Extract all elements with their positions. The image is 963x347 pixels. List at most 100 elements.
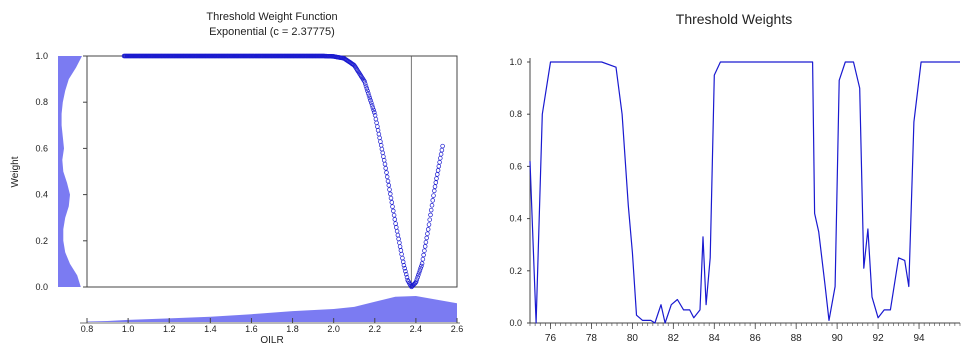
chart1-point bbox=[432, 184, 438, 189]
chart1-point bbox=[378, 143, 384, 148]
chart1-y-tick-label: 0.2 bbox=[35, 236, 48, 246]
chart1-y-axis-label: Weight bbox=[10, 156, 21, 187]
chart1-point bbox=[391, 208, 396, 214]
chart1-weight-points bbox=[121, 53, 445, 290]
chart1-point bbox=[384, 174, 390, 180]
chart1-x-tick-label: 1.0 bbox=[122, 324, 135, 334]
chart1-point bbox=[370, 105, 376, 110]
chart1-point bbox=[375, 124, 380, 129]
chart1-point bbox=[356, 69, 361, 75]
chart1-point bbox=[403, 272, 409, 277]
chart1-point bbox=[424, 235, 429, 241]
chart1-y-marginal-density bbox=[58, 56, 82, 287]
chart1-point bbox=[411, 282, 417, 287]
chart1-point bbox=[389, 200, 395, 205]
chart1-point bbox=[423, 239, 429, 245]
chart1-point bbox=[381, 154, 386, 159]
chart2-x-tick-label: 82 bbox=[668, 333, 680, 344]
threshold-weights-chart: Threshold Weights 0.00.20.40.60.81.0 76 7… bbox=[509, 11, 961, 344]
chart1-point bbox=[394, 228, 400, 234]
chart1-point bbox=[396, 236, 401, 242]
chart1-point bbox=[393, 221, 398, 226]
chart1-subtitle: Exponential (c = 2.37775) bbox=[209, 26, 335, 38]
chart1-x-tick-label: 0.8 bbox=[81, 324, 94, 334]
chart1-x-ticks: 0.8 1.0 1.2 1.4 1.6 1.8 2.0 2.2 2.4 2.6 bbox=[80, 318, 463, 334]
chart1-point bbox=[378, 139, 383, 144]
chart1-point bbox=[437, 160, 442, 165]
chart2-title: Threshold Weights bbox=[676, 11, 792, 27]
chart1-point bbox=[438, 151, 444, 157]
chart2-x-tick-label: 84 bbox=[709, 333, 721, 344]
chart1-point bbox=[400, 255, 405, 261]
chart1-x-tick-label: 2.0 bbox=[327, 324, 340, 334]
chart1-title: Threshold Weight Function bbox=[206, 11, 337, 23]
chart2-series-line bbox=[529, 61, 960, 324]
chart1-point bbox=[397, 240, 402, 245]
chart1-point bbox=[428, 207, 434, 213]
chart1-point bbox=[432, 188, 437, 194]
chart1-x-tick-label: 2.2 bbox=[369, 324, 382, 334]
chart1-point bbox=[418, 265, 423, 271]
chart1-point bbox=[394, 225, 399, 230]
chart2-y-ticks: 0.0 0.2 0.4 0.6 0.8 1.0 bbox=[509, 57, 530, 328]
chart1-point bbox=[435, 172, 440, 177]
chart1-point bbox=[362, 81, 368, 86]
chart1-x-tick-label: 1.8 bbox=[286, 324, 299, 334]
chart1-point bbox=[386, 183, 392, 188]
chart1-point bbox=[434, 176, 439, 181]
chart1-point bbox=[439, 147, 445, 153]
chart1-y-tick-label: 0.8 bbox=[35, 97, 48, 107]
chart1-point bbox=[371, 107, 376, 113]
chart1-point bbox=[425, 231, 430, 236]
chart1-point bbox=[410, 283, 416, 288]
chart1-point bbox=[395, 232, 401, 238]
chart1-point bbox=[368, 98, 373, 103]
chart2-y-tick-label: 1.0 bbox=[509, 57, 522, 67]
chart1-point bbox=[353, 65, 359, 71]
chart1-point bbox=[365, 88, 370, 94]
chart1-point bbox=[413, 279, 419, 285]
chart1-y-tick-label: 0.4 bbox=[35, 190, 48, 200]
chart1-point bbox=[431, 193, 436, 198]
chart1-point bbox=[391, 212, 397, 218]
chart2-x-ticks: 76 78 80 82 84 86 88 90 92 94 bbox=[529, 323, 961, 344]
chart1-point bbox=[382, 161, 388, 167]
chart1-point bbox=[379, 146, 385, 152]
chart2-x-tick-label: 88 bbox=[791, 333, 803, 344]
chart1-point bbox=[350, 62, 356, 67]
chart2-x-tick-label: 94 bbox=[913, 333, 925, 344]
chart1-y-density-area bbox=[58, 56, 82, 287]
chart1-point bbox=[414, 277, 420, 282]
chart1-point bbox=[419, 261, 425, 266]
chart2-y-tick-label: 0.4 bbox=[509, 214, 522, 224]
chart1-y-tick-label: 1.0 bbox=[35, 51, 48, 61]
chart1-point bbox=[416, 272, 421, 278]
chart1-point bbox=[373, 116, 379, 122]
chart1-point bbox=[415, 275, 420, 280]
chart2-axes bbox=[529, 58, 960, 324]
chart2-x-tick-label: 76 bbox=[545, 333, 557, 344]
chart1-point bbox=[380, 150, 385, 156]
chart1-point bbox=[363, 83, 369, 89]
chart1-point bbox=[399, 251, 404, 257]
chart2-y-tick-label: 0.0 bbox=[509, 318, 522, 328]
chart1-point bbox=[364, 86, 370, 91]
chart1-point bbox=[420, 256, 426, 262]
chart1-point bbox=[397, 244, 403, 249]
chart1-x-tick-label: 2.6 bbox=[451, 324, 464, 334]
chart1-x-marginal-density bbox=[87, 296, 457, 322]
chart1-point bbox=[440, 143, 445, 149]
chart1-y-tick-label: 0.6 bbox=[35, 143, 48, 153]
chart2-x-tick-label: 80 bbox=[627, 333, 639, 344]
chart1-point bbox=[438, 155, 443, 161]
chart1-point bbox=[357, 71, 363, 77]
chart1-point bbox=[427, 217, 432, 222]
chart1-point bbox=[429, 203, 435, 208]
chart1-point bbox=[377, 135, 382, 141]
chart1-x-axis-label: OILR bbox=[260, 335, 283, 346]
chart1-point bbox=[367, 95, 373, 101]
chart1-point bbox=[421, 252, 426, 258]
chart1-point bbox=[425, 227, 431, 232]
chart2-y-tick-label: 0.6 bbox=[509, 161, 522, 171]
chart1-point bbox=[369, 100, 374, 106]
